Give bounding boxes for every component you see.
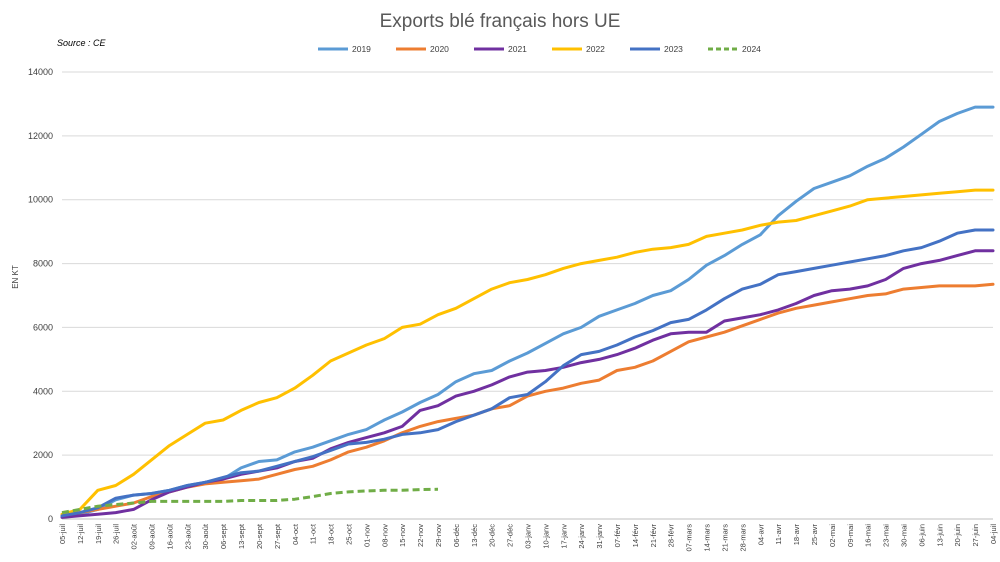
- x-tick-label: 25-oct: [344, 523, 353, 545]
- y-axis-ticks: 0 2000 4000 6000 8000 10000 12000 14000: [28, 67, 53, 524]
- x-tick-label: 19-juil: [94, 524, 103, 544]
- x-tick-label: 15-nov: [398, 524, 407, 547]
- x-tick-label: 02-août: [130, 523, 139, 549]
- x-tick-label: 27-juin: [971, 524, 980, 547]
- x-tick-label: 14-févr: [631, 523, 640, 547]
- legend-label-2022: 2022: [586, 44, 605, 54]
- legend-label-2024: 2024: [742, 44, 761, 54]
- x-tick-label: 10-janv: [541, 524, 550, 549]
- series-line-2024: [61, 487, 439, 515]
- x-tick-label: 16-mai: [864, 524, 873, 547]
- series-line-2020: [60, 282, 995, 518]
- x-tick-label: 14-mars: [703, 524, 712, 552]
- x-tick-label: 02-mai: [828, 524, 837, 547]
- x-tick-label: 27-déc: [506, 524, 515, 547]
- x-tick-label: 20-déc: [488, 524, 497, 547]
- y-tick-label: 0: [48, 514, 53, 524]
- x-tick-label: 13-juin: [935, 524, 944, 547]
- x-tick-label: 17-janv: [559, 524, 568, 549]
- x-tick-label: 06-juin: [917, 524, 926, 547]
- x-tick-label: 30-août: [201, 523, 210, 549]
- x-tick-label: 07-mars: [685, 524, 694, 552]
- x-tick-label: 06-sept: [219, 523, 228, 549]
- legend-label-2019: 2019: [352, 44, 371, 54]
- x-tick-label: 23-mai: [882, 524, 891, 547]
- x-tick-label: 22-nov: [416, 524, 425, 547]
- series-lines: [60, 105, 995, 519]
- x-tick-label: 09-août: [148, 523, 157, 549]
- x-tick-label: 18-oct: [327, 523, 336, 545]
- x-tick-label: 11-oct: [309, 523, 318, 544]
- x-tick-label: 12-juil: [76, 524, 85, 544]
- x-tick-label: 07-févr: [613, 523, 622, 547]
- x-tick-label: 23-août: [183, 523, 192, 549]
- y-tick-label: 6000: [33, 322, 53, 332]
- x-tick-label: 04-oct: [291, 523, 300, 545]
- x-tick-label: 20-juin: [953, 524, 962, 547]
- x-tick-label: 13-sept: [237, 523, 246, 549]
- chart-source: Source : CE: [57, 38, 107, 48]
- x-tick-label: 31-janv: [595, 524, 604, 549]
- legend-label-2021: 2021: [508, 44, 527, 54]
- x-tick-label: 16-août: [165, 523, 174, 549]
- x-tick-label: 01-nov: [362, 524, 371, 547]
- y-tick-label: 10000: [28, 195, 53, 205]
- x-tick-label: 11-avr: [774, 523, 783, 544]
- x-tick-label: 21-mars: [720, 524, 729, 552]
- x-tick-label: 30-mai: [899, 524, 908, 547]
- series-line-2023: [60, 228, 995, 518]
- x-tick-label: 04-avr: [756, 524, 765, 546]
- series-line-2022: [60, 188, 995, 516]
- x-tick-label: 28-mars: [738, 524, 747, 552]
- y-tick-label: 2000: [33, 450, 53, 460]
- x-tick-label: 05-juil: [58, 524, 67, 544]
- gridlines: [62, 71, 993, 520]
- x-tick-label: 03-janv: [524, 524, 533, 549]
- x-tick-label: 08-nov: [380, 524, 389, 547]
- x-tick-label: 18-avr: [792, 524, 801, 546]
- legend-label-2023: 2023: [664, 44, 683, 54]
- x-tick-label: 24-janv: [577, 524, 586, 549]
- chart-title: Exports blé français hors UE: [380, 11, 621, 32]
- x-tick-label: 26-juil: [112, 524, 121, 544]
- x-tick-label: 13-déc: [470, 524, 479, 547]
- x-tick-label: 27-sept: [273, 523, 282, 549]
- x-tick-label: 06-déc: [452, 524, 461, 547]
- y-tick-label: 14000: [28, 67, 53, 77]
- legend: 2019 2020 2021 2022 2023 2024: [318, 44, 761, 54]
- x-tick-label: 28-févr: [667, 523, 676, 547]
- x-tick-label: 21-févr: [649, 523, 658, 547]
- legend-label-2020: 2020: [430, 44, 449, 54]
- x-axis-ticks: 05-juil 12-juil 19-juil 26-juil 02-août 09-ao…: [58, 523, 998, 551]
- y-tick-label: 12000: [28, 131, 53, 141]
- y-tick-label: 4000: [33, 386, 53, 396]
- x-tick-label: 29-nov: [434, 524, 443, 547]
- x-tick-label: 25-avr: [810, 524, 819, 546]
- x-tick-label: 04-juil: [989, 524, 998, 544]
- x-tick-label: 20-sept: [255, 523, 264, 549]
- y-axis-label: EN KT: [11, 265, 20, 289]
- y-tick-label: 8000: [33, 259, 53, 269]
- x-tick-label: 09-mai: [846, 524, 855, 547]
